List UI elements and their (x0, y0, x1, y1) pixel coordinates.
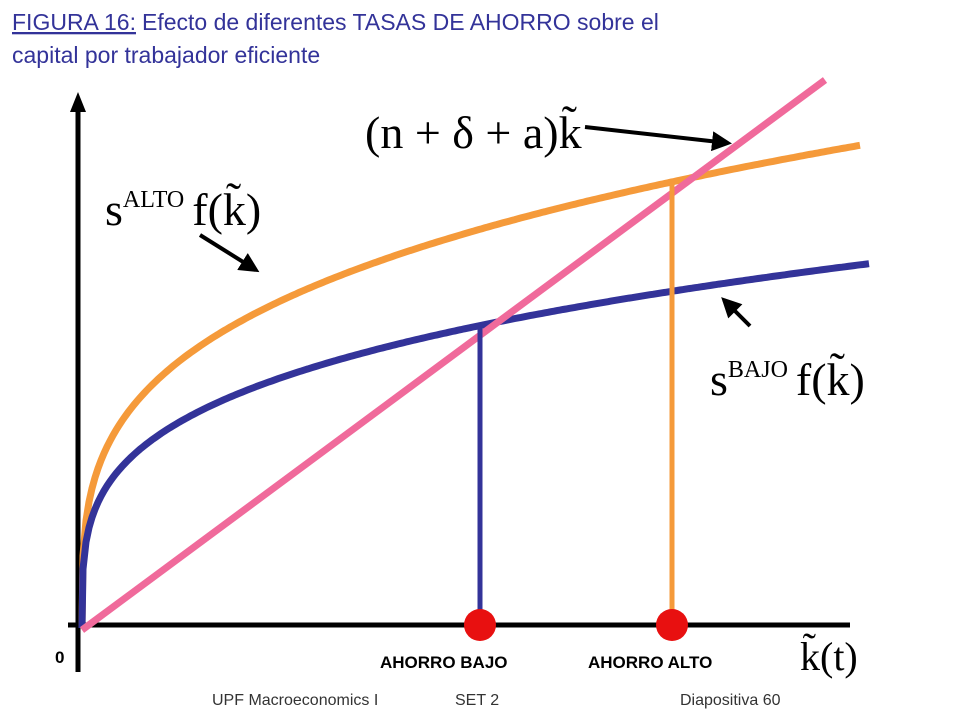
low-marker-label: AHORRO BAJO (380, 653, 508, 672)
title-line-1: FIGURA 16: Efecto de diferentes TASAS DE … (12, 9, 659, 35)
high-saving-label: sALTO f(k̃) (105, 183, 261, 235)
arrow (584, 125, 732, 152)
footer-set: SET 2 (455, 692, 499, 709)
depreciation-label: (n + δ + a)k̃ (365, 106, 582, 158)
depreciation-line (79, 77, 828, 633)
arrow (721, 297, 752, 328)
high-steady-state (656, 609, 688, 641)
footer-slide: Diapositiva 60 (680, 692, 781, 709)
y-axis-arrow (70, 92, 86, 112)
arrow (198, 233, 260, 273)
superscript: BAJO (728, 357, 788, 383)
high-saving-curve (78, 141, 861, 629)
function: f(k̃) (796, 353, 865, 405)
superscript: ALTO (123, 187, 184, 213)
figure-label: FIGURA 16: (12, 9, 136, 35)
origin-label: 0 (55, 648, 64, 667)
base: s (710, 354, 728, 405)
title-text: Efecto de diferentes TASAS DE AHORRO sob… (142, 9, 659, 35)
title-line-2: capital por trabajador eficiente (12, 42, 320, 68)
low-saving-label: sBAJO f(k̃) (710, 353, 865, 405)
x-axis-label: k̃(t) (800, 634, 858, 679)
footer-course: UPF Macroeconomics I (212, 692, 378, 709)
function: f(k̃) (192, 183, 261, 235)
base: s (105, 184, 123, 235)
low-steady-state (464, 609, 496, 641)
high-marker-label: AHORRO ALTO (588, 653, 712, 672)
low-saving-curve (78, 260, 870, 629)
